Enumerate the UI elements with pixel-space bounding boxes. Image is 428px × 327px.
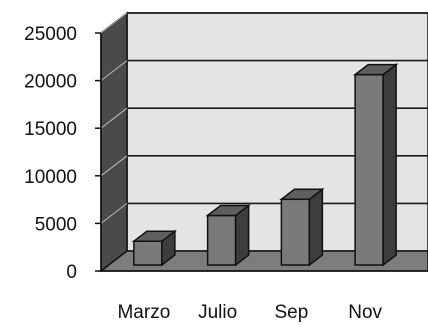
y-tick-label: 5000 (35, 214, 77, 235)
bar-top (131, 230, 178, 242)
y-tick-label: 10000 (24, 167, 77, 188)
bar-top (205, 204, 251, 217)
category-label: Sep (274, 302, 308, 323)
y-tick-label: 15000 (24, 119, 77, 140)
gridline-side (100, 203, 128, 224)
bar-top (352, 63, 399, 76)
side-wall (100, 11, 128, 273)
bar-side (308, 187, 324, 267)
bar-top (279, 188, 325, 201)
x-axis: Marzo Julio Sep Nov (101, 270, 428, 323)
bar-side (382, 63, 397, 267)
bar-front (354, 73, 384, 266)
bar (279, 187, 325, 267)
bar (131, 229, 178, 267)
category-label: Marzo (117, 302, 170, 323)
bar (352, 63, 399, 267)
gridline-side (100, 12, 128, 34)
bar-front (133, 240, 163, 266)
category-label: Nov (348, 302, 382, 323)
gridline-side (100, 155, 128, 177)
bar (205, 203, 251, 267)
y-axis: 0 5000 10000 15000 20000 25000 (24, 24, 102, 283)
gridline-side (100, 60, 128, 81)
bars (131, 63, 399, 267)
gridline-side (100, 107, 128, 129)
y-tick-label: 0 (66, 262, 77, 283)
bar-front (206, 214, 237, 266)
gridlines (100, 12, 428, 224)
bar-front (280, 198, 311, 266)
y-tick-label: 20000 (24, 72, 77, 93)
category-label: Julio (198, 302, 237, 323)
y-tick-label: 25000 (24, 24, 77, 45)
